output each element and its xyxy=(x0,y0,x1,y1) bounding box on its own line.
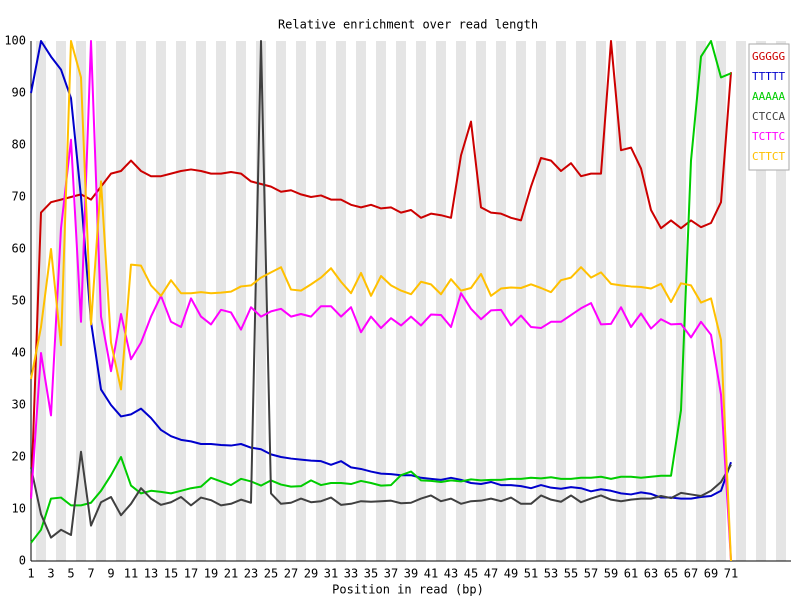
x-tick-label: 11 xyxy=(124,567,138,581)
stripe xyxy=(656,41,666,561)
x-tick-label: 43 xyxy=(444,567,458,581)
x-tick-label: 55 xyxy=(564,567,578,581)
legend-entry: CTTCT xyxy=(752,150,785,163)
stripe xyxy=(336,41,346,561)
y-tick-label: 60 xyxy=(12,242,26,256)
stripe xyxy=(56,41,66,561)
stripe xyxy=(676,41,686,561)
stripe xyxy=(316,41,326,561)
stripe xyxy=(556,41,566,561)
stripe xyxy=(416,41,426,561)
stripe xyxy=(436,41,446,561)
legend-entry: GGGGG xyxy=(752,50,785,63)
legend-entry: TCTTC xyxy=(752,130,785,143)
stripe xyxy=(516,41,526,561)
stripe xyxy=(476,41,486,561)
x-tick-label: 35 xyxy=(364,567,378,581)
stripe xyxy=(616,41,626,561)
y-tick-label: 100 xyxy=(4,34,26,48)
x-tick-label: 37 xyxy=(384,567,398,581)
y-tick-label: 20 xyxy=(12,450,26,464)
stripe xyxy=(256,41,266,561)
stripe xyxy=(236,41,246,561)
x-tick-label: 3 xyxy=(47,567,54,581)
stripe xyxy=(396,41,406,561)
chart-title: Relative enrichment over read length xyxy=(278,18,538,32)
y-tick-label: 30 xyxy=(12,398,26,412)
y-tick-label: 90 xyxy=(12,86,26,100)
stripe xyxy=(36,41,46,561)
y-tick-label: 80 xyxy=(12,138,26,152)
x-tick-label: 31 xyxy=(324,567,338,581)
x-tick-label: 47 xyxy=(484,567,498,581)
x-tick-label: 49 xyxy=(504,567,518,581)
x-tick-label: 51 xyxy=(524,567,538,581)
stripe xyxy=(576,41,586,561)
x-axis-label: Position in read (bp) xyxy=(332,583,484,597)
legend-entry: TTTTT xyxy=(752,70,785,83)
stripe xyxy=(196,41,206,561)
y-tick-label: 40 xyxy=(12,346,26,360)
x-tick-label: 33 xyxy=(344,567,358,581)
series-line xyxy=(30,40,732,500)
x-tick-label: 25 xyxy=(264,567,278,581)
x-tick-label: 13 xyxy=(144,567,158,581)
x-tick-label: 63 xyxy=(644,567,658,581)
x-tick-label: 15 xyxy=(164,567,178,581)
stripe xyxy=(356,41,366,561)
stripe xyxy=(176,41,186,561)
stripe xyxy=(596,41,606,561)
x-tick-label: 29 xyxy=(304,567,318,581)
series-line xyxy=(30,40,732,562)
legend-box xyxy=(748,43,790,171)
stripe xyxy=(756,41,766,561)
y-tick-label: 0 xyxy=(19,554,26,568)
plot-background xyxy=(36,41,786,561)
x-tick-label: 9 xyxy=(107,567,114,581)
stripe xyxy=(296,41,306,561)
stripe xyxy=(736,41,746,561)
x-tick-label: 61 xyxy=(624,567,638,581)
series-line xyxy=(30,40,732,544)
stripe xyxy=(496,41,506,561)
x-tick-label: 53 xyxy=(544,567,558,581)
x-tick-label: 45 xyxy=(464,567,478,581)
legend-entry: AAAAA xyxy=(752,90,785,103)
x-tick-label: 17 xyxy=(184,567,198,581)
x-tick-label: 39 xyxy=(404,567,418,581)
x-tick-label: 65 xyxy=(664,567,678,581)
stripe xyxy=(636,41,646,561)
stripe xyxy=(116,41,126,561)
stripe xyxy=(156,41,166,561)
x-tick-label: 71 xyxy=(724,567,738,581)
stripe xyxy=(716,41,726,561)
x-tick-label: 1 xyxy=(27,567,34,581)
series-line xyxy=(30,40,732,562)
y-tick-label: 70 xyxy=(12,190,26,204)
x-tick-label: 67 xyxy=(684,567,698,581)
stripe xyxy=(136,41,146,561)
x-tick-label: 57 xyxy=(584,567,598,581)
x-tick-label: 5 xyxy=(67,567,74,581)
x-tick-label: 7 xyxy=(87,567,94,581)
stripe xyxy=(776,41,786,561)
legend-entry: CTCCA xyxy=(752,110,785,123)
series-line xyxy=(30,40,732,539)
stripe xyxy=(276,41,286,561)
series-line xyxy=(30,40,732,499)
stripe xyxy=(216,41,226,561)
x-tick-label: 23 xyxy=(244,567,258,581)
y-tick-label: 10 xyxy=(12,502,26,516)
x-tick-label: 27 xyxy=(284,567,298,581)
y-tick-label: 50 xyxy=(12,294,26,308)
x-tick-label: 19 xyxy=(204,567,218,581)
x-tick-label: 41 xyxy=(424,567,438,581)
x-tick-label: 21 xyxy=(224,567,238,581)
x-tick-label: 59 xyxy=(604,567,618,581)
stripe xyxy=(456,41,466,561)
stripe xyxy=(536,41,546,561)
stripe xyxy=(376,41,386,561)
x-tick-label: 69 xyxy=(704,567,718,581)
